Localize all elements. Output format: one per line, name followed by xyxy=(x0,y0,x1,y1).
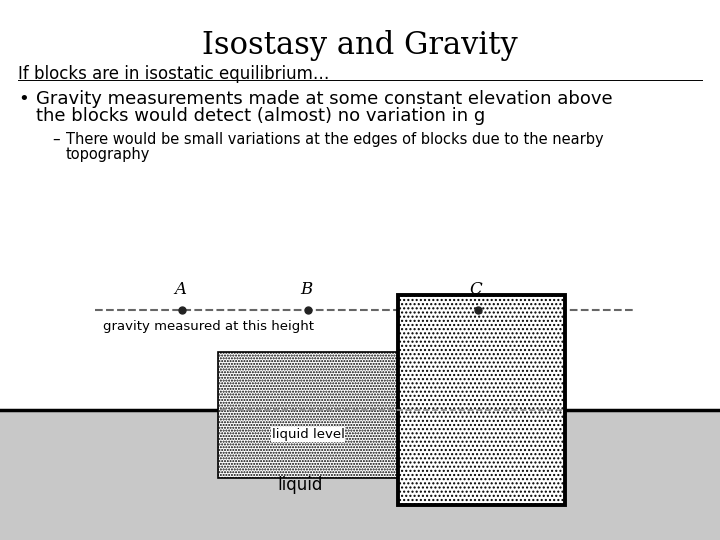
Text: topography: topography xyxy=(66,147,150,162)
Text: •: • xyxy=(18,90,29,108)
Bar xyxy=(218,352,398,478)
Text: liquid level: liquid level xyxy=(271,428,344,441)
Text: Gravity measurements made at some constant elevation above: Gravity measurements made at some consta… xyxy=(36,90,613,108)
Text: B: B xyxy=(300,281,312,298)
Text: the blocks would detect (almost) no variation in g: the blocks would detect (almost) no vari… xyxy=(36,107,485,125)
Text: C: C xyxy=(469,281,482,298)
Text: There would be small variations at the edges of blocks due to the nearby: There would be small variations at the e… xyxy=(66,132,603,147)
Text: If blocks are in isostatic equilibrium…: If blocks are in isostatic equilibrium… xyxy=(18,65,329,83)
Text: gravity measured at this height: gravity measured at this height xyxy=(103,320,314,333)
Text: –: – xyxy=(52,132,60,147)
Bar xyxy=(0,410,720,540)
Text: Isostasy and Gravity: Isostasy and Gravity xyxy=(202,30,518,61)
Text: A: A xyxy=(174,281,186,298)
Bar xyxy=(398,295,565,505)
Text: liquid: liquid xyxy=(277,476,323,494)
